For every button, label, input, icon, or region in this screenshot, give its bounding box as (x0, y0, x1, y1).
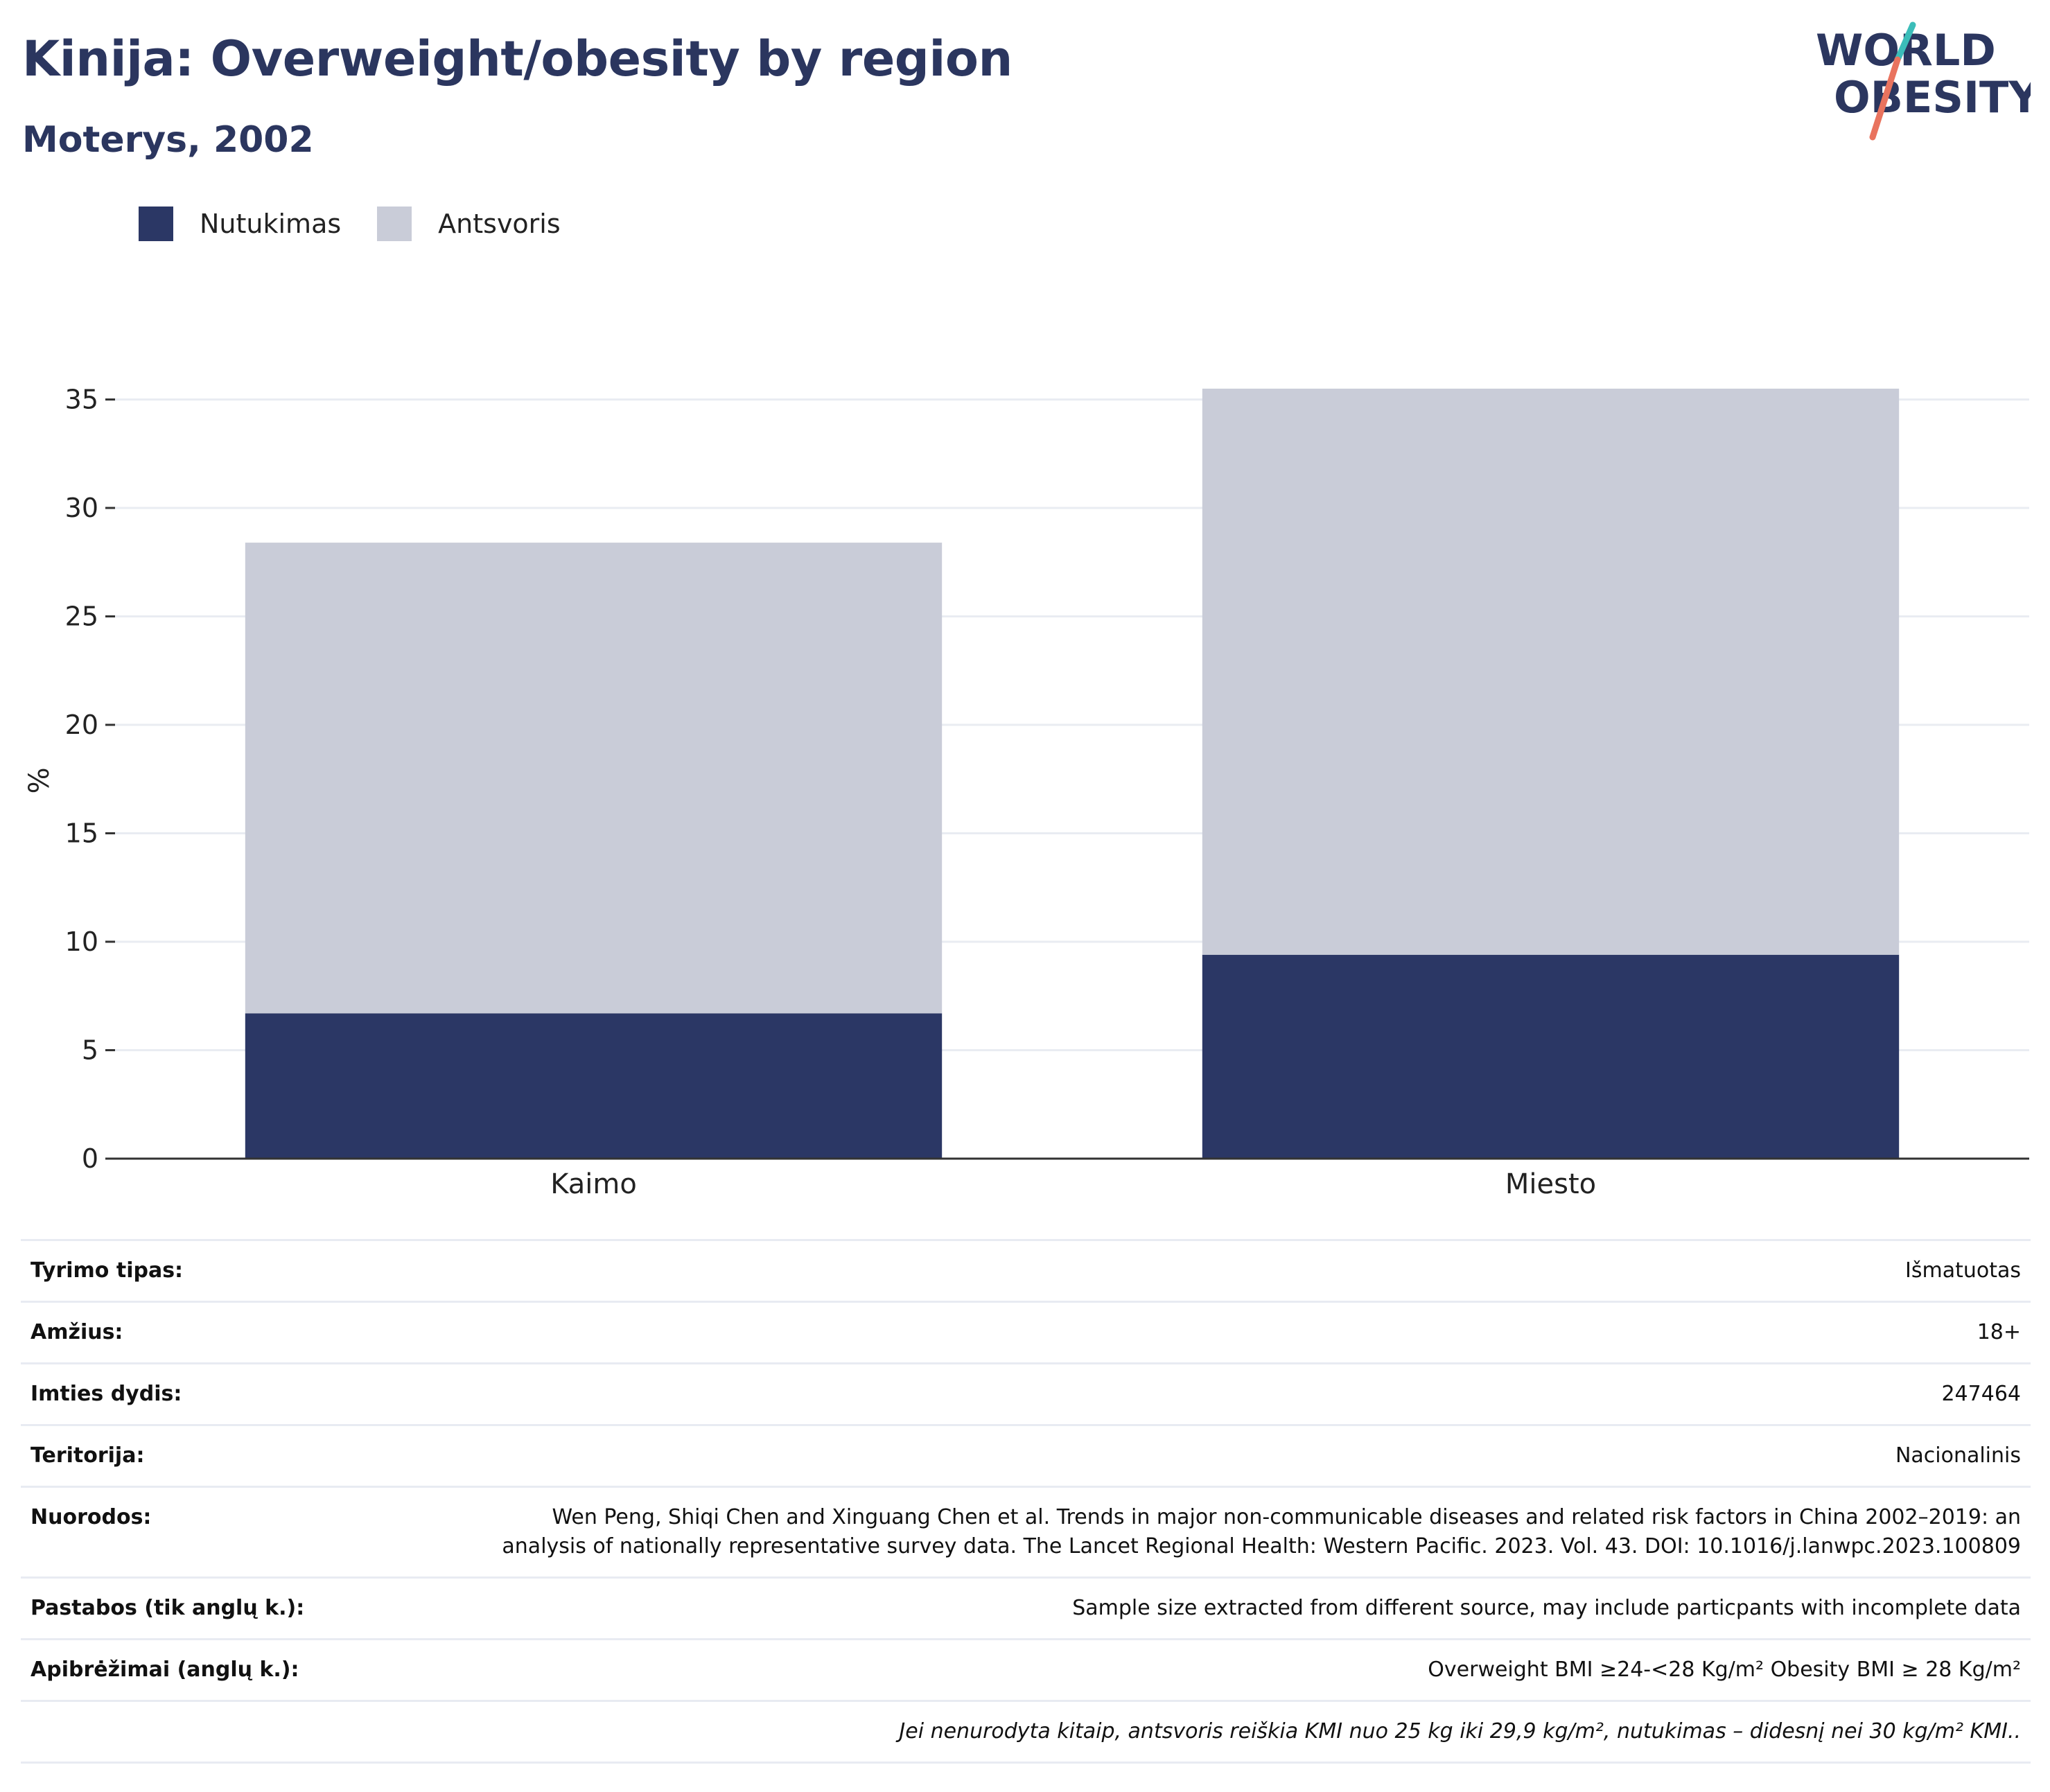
y-tick-label: 15 (65, 818, 98, 849)
info-value: Nacionalinis (1895, 1443, 2021, 1468)
info-label: Pastabos (tik anglų k.): (30, 1596, 305, 1620)
x-tick-label: Kaimo (550, 1168, 637, 1200)
y-tick-label: 5 (82, 1035, 98, 1066)
footnote-spacer (21, 1701, 456, 1763)
info-label: Imties dydis: (30, 1382, 182, 1406)
info-label: Tyrimo tipas: (30, 1258, 184, 1283)
info-value: Wen Peng, Shiqi Chen and Xinguang Chen e… (502, 1505, 2021, 1558)
info-row: Teritorija: Nacionalinis (21, 1425, 2031, 1487)
info-label: Amžius: (30, 1320, 123, 1344)
info-label: Teritorija: (30, 1443, 145, 1468)
legend-label-overweight: Antsvoris (438, 209, 561, 239)
footnote-row: Jei nenurodyta kitaip, antsvoris reiškia… (21, 1701, 2031, 1763)
logo-text-obesity: OBESITY (1834, 72, 2031, 123)
world-obesity-logo: WORLD OBESITY (1816, 21, 2031, 141)
bar-miesto-overweight (1202, 388, 1900, 955)
y-tick-label: 30 (65, 493, 98, 523)
chart-legend: Nutukimas Antsvoris (139, 207, 597, 241)
footnote-text: Jei nenurodyta kitaip, antsvoris reiškia… (899, 1719, 2021, 1743)
y-tick-label: 10 (65, 926, 98, 957)
info-label: Nuorodos: (30, 1505, 152, 1529)
legend-swatch-obesity (139, 207, 173, 241)
info-value: 18+ (1977, 1320, 2021, 1344)
logo-slash-teal (1894, 21, 1916, 63)
info-row: Pastabos (tik anglų k.): Sample size extr… (21, 1577, 2031, 1640)
x-tick-label: Miesto (1505, 1168, 1596, 1200)
y-axis-label: % (24, 767, 55, 793)
chart-title: Kinija: Overweight/obesity by region (22, 30, 1013, 87)
logo-slash-coral (1869, 56, 1901, 141)
logo-text-world: WORLD (1816, 25, 1996, 76)
info-value: Overweight BMI ≥24-<28 Kg/m² Obesity BMI… (1428, 1658, 2021, 1682)
bar-miesto-obesity (1202, 954, 1900, 1159)
info-label: Apibrėžimai (anglų k.): (30, 1658, 299, 1682)
y-tick-label: 25 (65, 601, 98, 632)
legend-label-obesity: Nutukimas (200, 209, 342, 239)
info-value: Išmatuotas (1905, 1258, 2021, 1283)
chart-subtitle: Moterys, 2002 (22, 119, 314, 161)
legend-item-overweight[interactable]: Antsvoris (377, 207, 561, 241)
info-row: Imties dydis: 247464 (21, 1363, 2031, 1425)
y-tick-label: 0 (82, 1143, 98, 1174)
y-tick-label: 35 (65, 385, 98, 415)
stacked-bar-chart: 0 5 10 15 20 25 30 35% Kaimo Miesto (24, 385, 2029, 1200)
study-info-table: Tyrimo tipas: Išmatuotas Amžius: 18+ Imties … (21, 1239, 2031, 1764)
bar-kaimo-overweight (245, 543, 943, 1014)
info-row: Tyrimo tipas: Išmatuotas (21, 1240, 2031, 1302)
legend-item-obesity[interactable]: Nutukimas (139, 207, 341, 241)
info-row: Apibrėžimai (anglų k.): Overweight BMI ≥2… (21, 1639, 2031, 1701)
info-row: Amžius: 18+ (21, 1301, 2031, 1364)
bar-kaimo-obesity (245, 1013, 943, 1159)
info-value: 247464 (1941, 1382, 2021, 1406)
info-value: Sample size extracted from different sou… (1072, 1596, 2021, 1620)
legend-swatch-overweight (377, 207, 412, 241)
info-row: Nuorodos: Wen Peng, Shiqi Chen and Xingua… (21, 1486, 2031, 1578)
y-tick-label: 20 (65, 710, 98, 740)
